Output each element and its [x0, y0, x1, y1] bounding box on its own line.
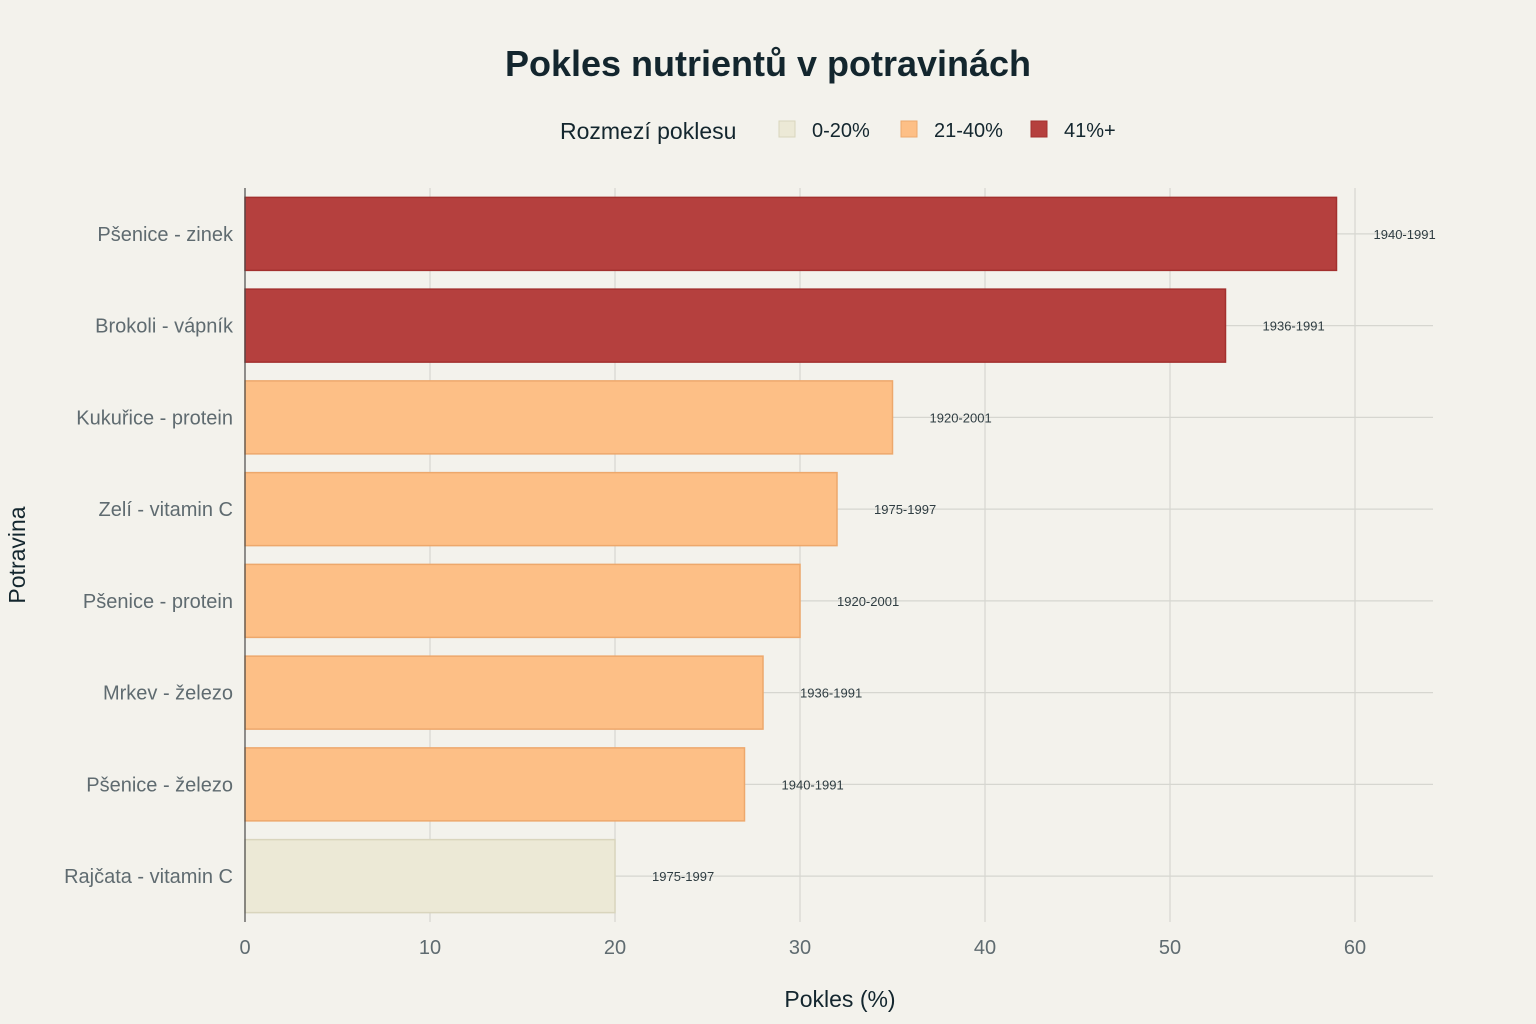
y-tick-label: Pšenice - zinek [97, 224, 234, 246]
bar [244, 563, 801, 639]
data-label: 1920-2001 [930, 410, 992, 425]
y-tick-label: Rajčata - vitamin C [64, 866, 233, 888]
x-tick-label: 10 [419, 937, 441, 959]
data-label: 1975-1997 [652, 869, 714, 884]
legend-label: 41%+ [1064, 120, 1116, 142]
y-tick-label: Mrkev - železo [103, 683, 233, 705]
legend-label: 21-40% [934, 120, 1003, 142]
bar [244, 471, 838, 547]
bars [244, 196, 1338, 914]
x-tick-label: 50 [1159, 937, 1181, 959]
bar [244, 380, 894, 455]
y-tick-label: Brokoli - vápník [95, 316, 234, 338]
legend-swatch [900, 120, 918, 138]
y-axis-title: Potravina [4, 506, 30, 603]
x-tick-label: 30 [789, 937, 811, 959]
x-tick-label: 40 [974, 937, 996, 959]
legend-swatch [1030, 120, 1048, 138]
data-label: 1936-1991 [800, 686, 862, 701]
y-axis: Pšenice - zinek Brokoli - vápník Kukuřice … [64, 188, 246, 922]
bar [244, 655, 764, 730]
data-label: 1975-1997 [874, 502, 936, 517]
data-label: 1920-2001 [837, 594, 899, 609]
data-label: 1936-1991 [1263, 319, 1325, 334]
y-tick-label: Pšenice - železo [86, 774, 233, 796]
legend-title: Rozmezí poklesu [560, 118, 736, 144]
x-tick-label: 0 [239, 937, 250, 959]
annotations: 1940-1991 1936-1991 1920-2001 1975-1997 1920… [652, 227, 1436, 884]
legend-label: 0-20% [812, 120, 870, 142]
bar [244, 288, 1227, 363]
legend-swatch [778, 120, 796, 138]
x-axis-title: Pokles (%) [784, 986, 895, 1012]
x-tick-label: 20 [604, 937, 626, 959]
x-axis: 0 10 20 30 40 50 60 [239, 937, 1366, 959]
x-tick-label: 60 [1344, 937, 1366, 959]
y-tick-label: Kukuřice - protein [76, 407, 233, 429]
bar [244, 838, 616, 914]
y-tick-label: Pšenice - protein [83, 591, 233, 613]
data-label: 1940-1991 [782, 777, 844, 792]
bar [244, 196, 1338, 272]
data-label: 1940-1991 [1374, 227, 1436, 242]
bar [244, 747, 746, 822]
chart-title: Pokles nutrientů v potravinách [505, 43, 1031, 84]
legend: Rozmezí poklesu 0-20% 21-40% 41%+ [560, 118, 1116, 144]
y-tick-label: Zelí - vitamin C [99, 499, 233, 521]
